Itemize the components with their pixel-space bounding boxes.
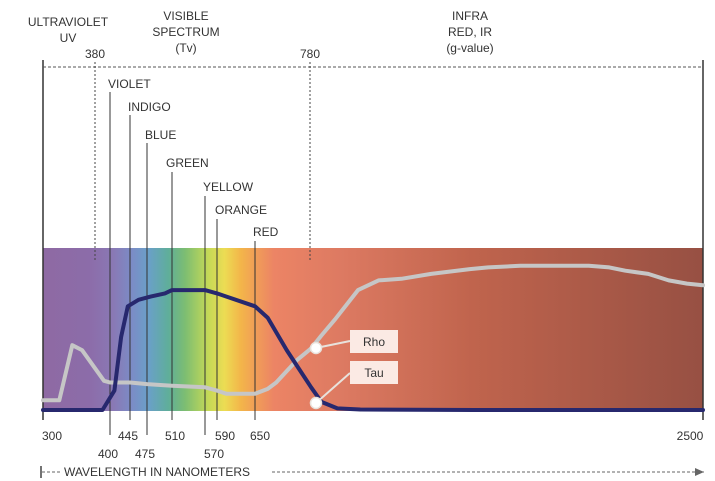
band-label-orange: ORANGE xyxy=(215,203,267,217)
visible-label-line3: (Tv) xyxy=(175,41,196,55)
band-label-indigo: INDIGO xyxy=(128,100,171,114)
x-axis-title: WAVELENGTH IN NANOMETERS xyxy=(64,465,250,479)
band-label-red: RED xyxy=(253,225,279,239)
x-tick-590: 590 xyxy=(215,429,235,443)
ir-label-line1: INFRA xyxy=(452,9,488,23)
x-tick-2500: 2500 xyxy=(677,429,704,443)
band-label-green: GREEN xyxy=(166,156,209,170)
visible-label-line1: VISIBLE xyxy=(163,9,208,23)
legend-rho-box xyxy=(350,330,398,353)
uv-label-line2: UV xyxy=(60,31,77,45)
visible-label-line2: SPECTRUM xyxy=(152,25,219,39)
series-tau-line xyxy=(41,288,705,412)
uv-boundary-label: 380 xyxy=(85,47,105,61)
legend-tau-box xyxy=(350,361,398,384)
x-tick-570: 570 xyxy=(204,447,224,461)
ir-boundary-label: 780 xyxy=(300,47,320,61)
x-tick-400: 400 xyxy=(98,447,118,461)
legend-rho-text: Rho xyxy=(363,335,385,349)
legend-tau: Tau xyxy=(309,361,398,410)
x-tick-650: 650 xyxy=(250,429,270,443)
band-label-violet: VIOLET xyxy=(108,77,151,91)
legend-tau-text: Tau xyxy=(364,366,383,380)
legend-tau-leader xyxy=(315,372,351,404)
spectrum-band xyxy=(43,248,703,411)
band-label-blue: BLUE xyxy=(145,128,176,142)
x-ticks: 300 400 445 475 510 570 590 650 2500 xyxy=(42,429,704,461)
legend-tau-marker xyxy=(309,396,323,410)
x-tick-475: 475 xyxy=(135,447,155,461)
band-label-yellow: YELLOW xyxy=(203,180,254,194)
ir-label-line3: (g-value) xyxy=(446,41,493,55)
legend-rho: Rho xyxy=(309,330,398,355)
legend-rho-marker xyxy=(309,341,323,355)
uv-label-line1: ULTRAVIOLET xyxy=(28,15,109,29)
x-tick-300: 300 xyxy=(42,429,62,443)
x-tick-445: 445 xyxy=(118,429,138,443)
ir-label-line2: RED, IR xyxy=(448,25,492,39)
series-rho-line xyxy=(41,263,705,403)
x-tick-510: 510 xyxy=(165,429,185,443)
color-band-group: VIOLET INDIGO BLUE GREEN YELLOW ORANGE R… xyxy=(108,77,279,435)
